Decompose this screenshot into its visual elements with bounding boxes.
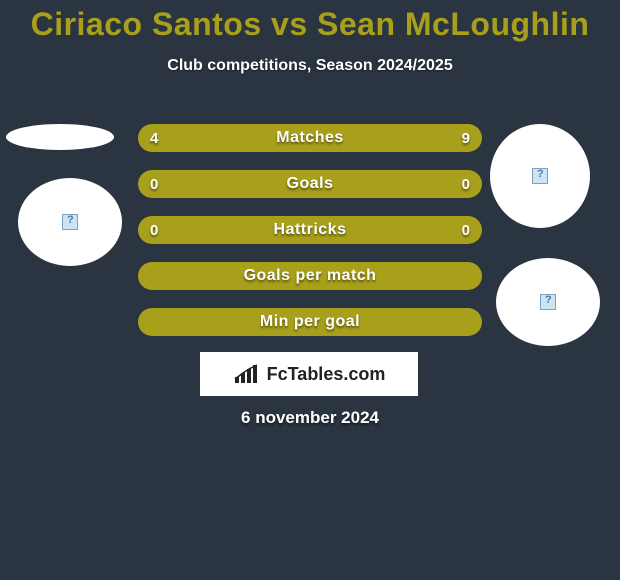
bar-left-value: 4 — [150, 130, 158, 147]
decor-ellipse-left — [6, 124, 114, 150]
chart-bars-icon — [233, 363, 261, 385]
avatar-circle-left — [18, 178, 122, 266]
page-title: Ciriaco Santos vs Sean McLoughlin — [0, 0, 620, 43]
bar-matches: 4 Matches 9 — [138, 124, 482, 152]
bar-label: Goals — [287, 175, 334, 193]
bar-label: Goals per match — [244, 267, 377, 285]
missing-image-icon — [532, 168, 548, 184]
bar-goals: 0 Goals 0 — [138, 170, 482, 198]
bar-label: Hattricks — [274, 221, 347, 239]
footer-date: 6 november 2024 — [0, 408, 620, 428]
bar-label: Min per goal — [260, 313, 360, 331]
stats-bars: 4 Matches 9 0 Goals 0 0 Hattricks 0 Goal… — [138, 124, 482, 354]
missing-image-icon — [540, 294, 556, 310]
bar-label: Matches — [276, 129, 344, 147]
bar-hattricks: 0 Hattricks 0 — [138, 216, 482, 244]
logo-text: FcTables.com — [267, 364, 386, 385]
bar-right-value: 9 — [462, 130, 470, 147]
bar-right-value: 0 — [462, 222, 470, 239]
avatar-circle-right-top — [490, 124, 590, 228]
bar-left-value: 0 — [150, 176, 158, 193]
bar-right-value: 0 — [462, 176, 470, 193]
bar-min-per-goal: Min per goal — [138, 308, 482, 336]
bar-left-value: 0 — [150, 222, 158, 239]
missing-image-icon — [62, 214, 78, 230]
logo-box: FcTables.com — [200, 352, 418, 396]
avatar-circle-right-bottom — [496, 258, 600, 346]
page-subtitle: Club competitions, Season 2024/2025 — [0, 57, 620, 75]
bar-goals-per-match: Goals per match — [138, 262, 482, 290]
